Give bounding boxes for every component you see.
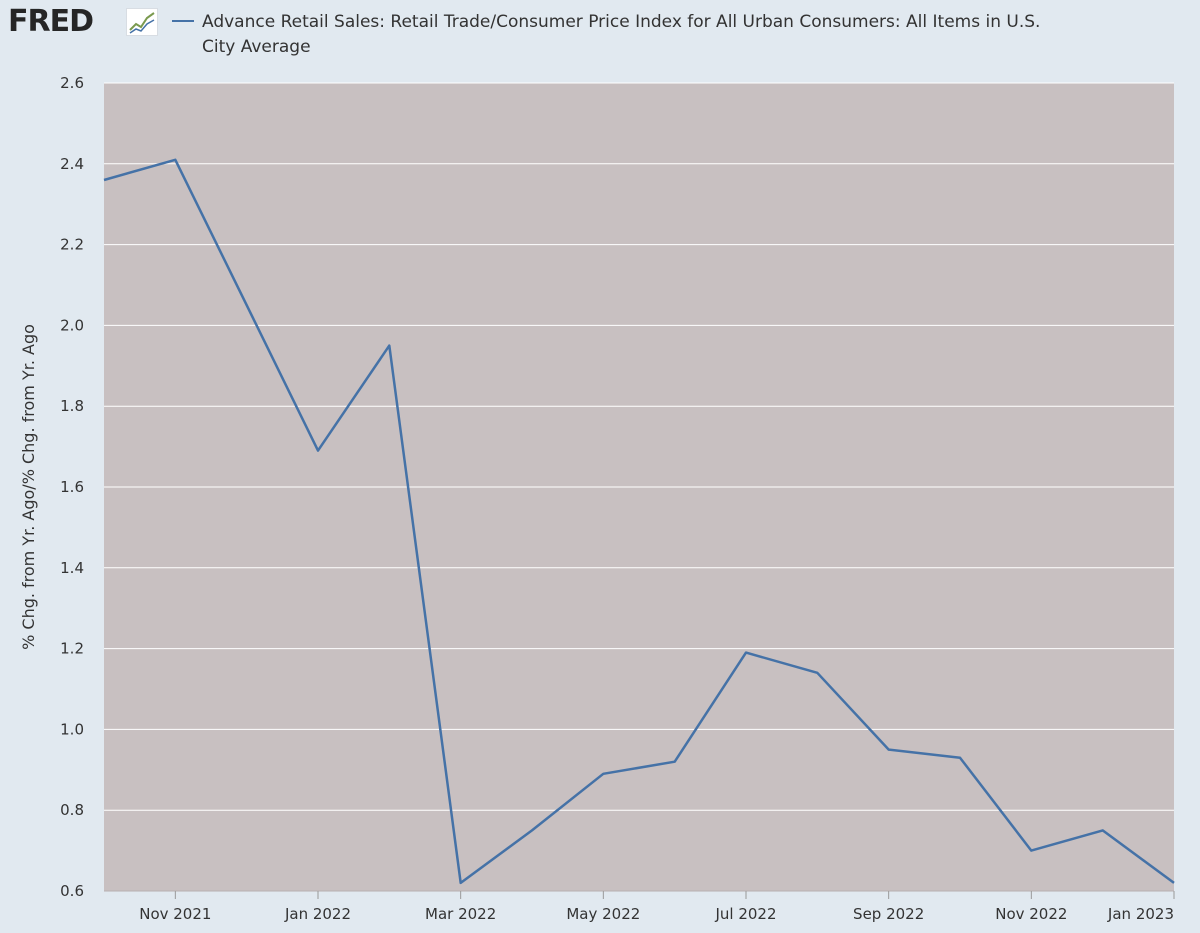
y-tick-label: 2.2 — [60, 236, 84, 254]
data-point[interactable] — [172, 157, 178, 163]
x-tick-label: May 2022 — [566, 905, 640, 923]
data-point[interactable] — [886, 747, 892, 753]
data-point[interactable] — [386, 343, 392, 349]
gridlines — [104, 82, 1174, 811]
data-point[interactable] — [1028, 848, 1034, 854]
x-tick-label: Jan 2023 — [1107, 905, 1174, 923]
data-point[interactable] — [672, 759, 678, 765]
data-point[interactable] — [1100, 827, 1106, 833]
y-tick-label: 2.0 — [60, 316, 84, 334]
series-line[interactable] — [103, 158, 1175, 885]
y-tick-label: 1.6 — [60, 478, 84, 496]
data-point[interactable] — [957, 755, 963, 761]
y-tick-label: 2.4 — [60, 155, 84, 173]
data-point[interactable] — [244, 302, 250, 308]
x-tick-label: Mar 2022 — [425, 905, 496, 923]
y-tick-label: 1.8 — [60, 397, 84, 415]
series-group — [101, 157, 1177, 886]
trend-line-icon — [126, 8, 158, 36]
data-point[interactable] — [529, 827, 535, 833]
x-tick-label: Nov 2022 — [995, 905, 1067, 923]
data-point[interactable] — [743, 650, 749, 656]
y-axis-label: % Chg. from Yr. Ago/% Chg. from Yr. Ago — [19, 324, 38, 650]
x-tick-label: Sep 2022 — [853, 905, 924, 923]
y-tick-label: 1.4 — [60, 559, 84, 577]
y-tick-label: 0.6 — [60, 882, 84, 900]
data-point[interactable] — [1171, 880, 1177, 886]
chart-header: FRED Advance Retail Sales: Retail Trade/… — [0, 0, 1200, 70]
fred-logo[interactable]: FRED — [8, 4, 94, 39]
data-point[interactable] — [814, 670, 820, 676]
x-tick-label: Nov 2021 — [139, 905, 211, 923]
y-tick-label: 1.2 — [60, 640, 84, 658]
data-point[interactable] — [600, 771, 606, 777]
data-point[interactable] — [458, 880, 464, 886]
data-point[interactable] — [101, 177, 107, 183]
y-tick-label: 0.8 — [60, 801, 84, 819]
x-tick-label: Jul 2022 — [714, 905, 776, 923]
data-point[interactable] — [315, 448, 321, 454]
y-tick-label: 2.6 — [60, 74, 84, 92]
y-tick-label: 1.0 — [60, 720, 84, 738]
x-tick-label: Jan 2022 — [284, 905, 351, 923]
x-axis: Nov 2021 Jan 2022 Mar 2022 May 2022 Jul 2022… — [104, 890, 1175, 923]
legend-swatch — [172, 20, 194, 22]
y-axis: 0.6 0.8 1.0 1.2 1.4 1.6 1.8 2.0 2.2 2.4 2.6 — [60, 74, 84, 900]
legend-series-name[interactable]: Advance Retail Sales: Retail Trade/Consu… — [202, 12, 1041, 57]
